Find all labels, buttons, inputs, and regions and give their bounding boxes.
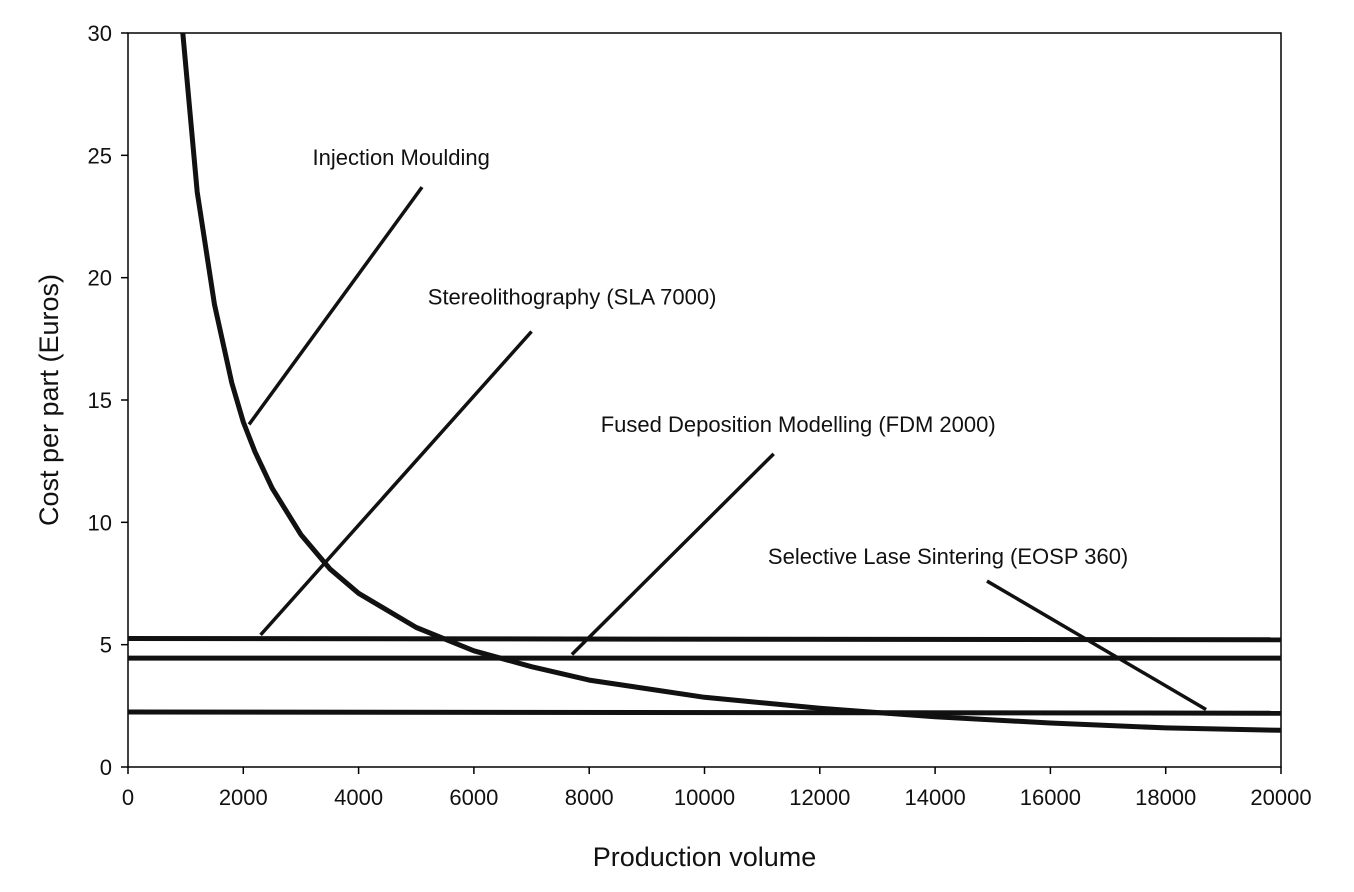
series-group <box>127 32 1282 733</box>
y-axis-title: Cost per part (Euros) <box>34 274 64 526</box>
y-tick-label: 0 <box>100 755 112 780</box>
annotation-leader-line <box>247 186 424 426</box>
annotation-leader-line <box>259 330 533 637</box>
annotations-group: Injection Moulding Stereolithography (SLA… <box>247 145 1207 712</box>
y-tick-label: 25 <box>88 143 112 168</box>
ticks-group: 0 2000 4000 6000 8000 10000 12000 14000 16000 180… <box>88 21 1312 810</box>
annotation-label: Fused Deposition Modelling (FDM 2000) <box>601 412 996 437</box>
x-tick-label: 20000 <box>1250 785 1311 810</box>
y-tick-label: 20 <box>88 266 112 291</box>
annotation-label: Selective Lase Sintering (EOSP 360) <box>768 544 1128 569</box>
annotation-leader-line <box>986 579 1207 712</box>
series-line-1 <box>180 32 1282 733</box>
x-tick-label: 18000 <box>1135 785 1196 810</box>
x-tick-label: 2000 <box>219 785 268 810</box>
x-tick-label: 10000 <box>674 785 735 810</box>
x-tick-label: 16000 <box>1020 785 1081 810</box>
annotation-label: Stereolithography (SLA 7000) <box>428 285 717 310</box>
x-axis-title: Production volume <box>593 842 817 872</box>
x-tick-label: 14000 <box>905 785 966 810</box>
y-tick-label: 10 <box>88 510 112 535</box>
y-tick-label: 5 <box>100 633 112 658</box>
series-line-2 <box>127 636 1282 643</box>
annotation-leader-line <box>570 452 775 656</box>
x-tick-label: 12000 <box>789 785 850 810</box>
x-tick-label: 0 <box>122 785 134 810</box>
x-tick-label: 4000 <box>334 785 383 810</box>
annotation-label: Injection Moulding <box>312 145 489 170</box>
series-line-4 <box>127 709 1282 716</box>
y-tick-label: 30 <box>88 21 112 46</box>
x-tick-label: 8000 <box>565 785 614 810</box>
x-tick-label: 6000 <box>449 785 498 810</box>
y-tick-label: 15 <box>88 388 112 413</box>
